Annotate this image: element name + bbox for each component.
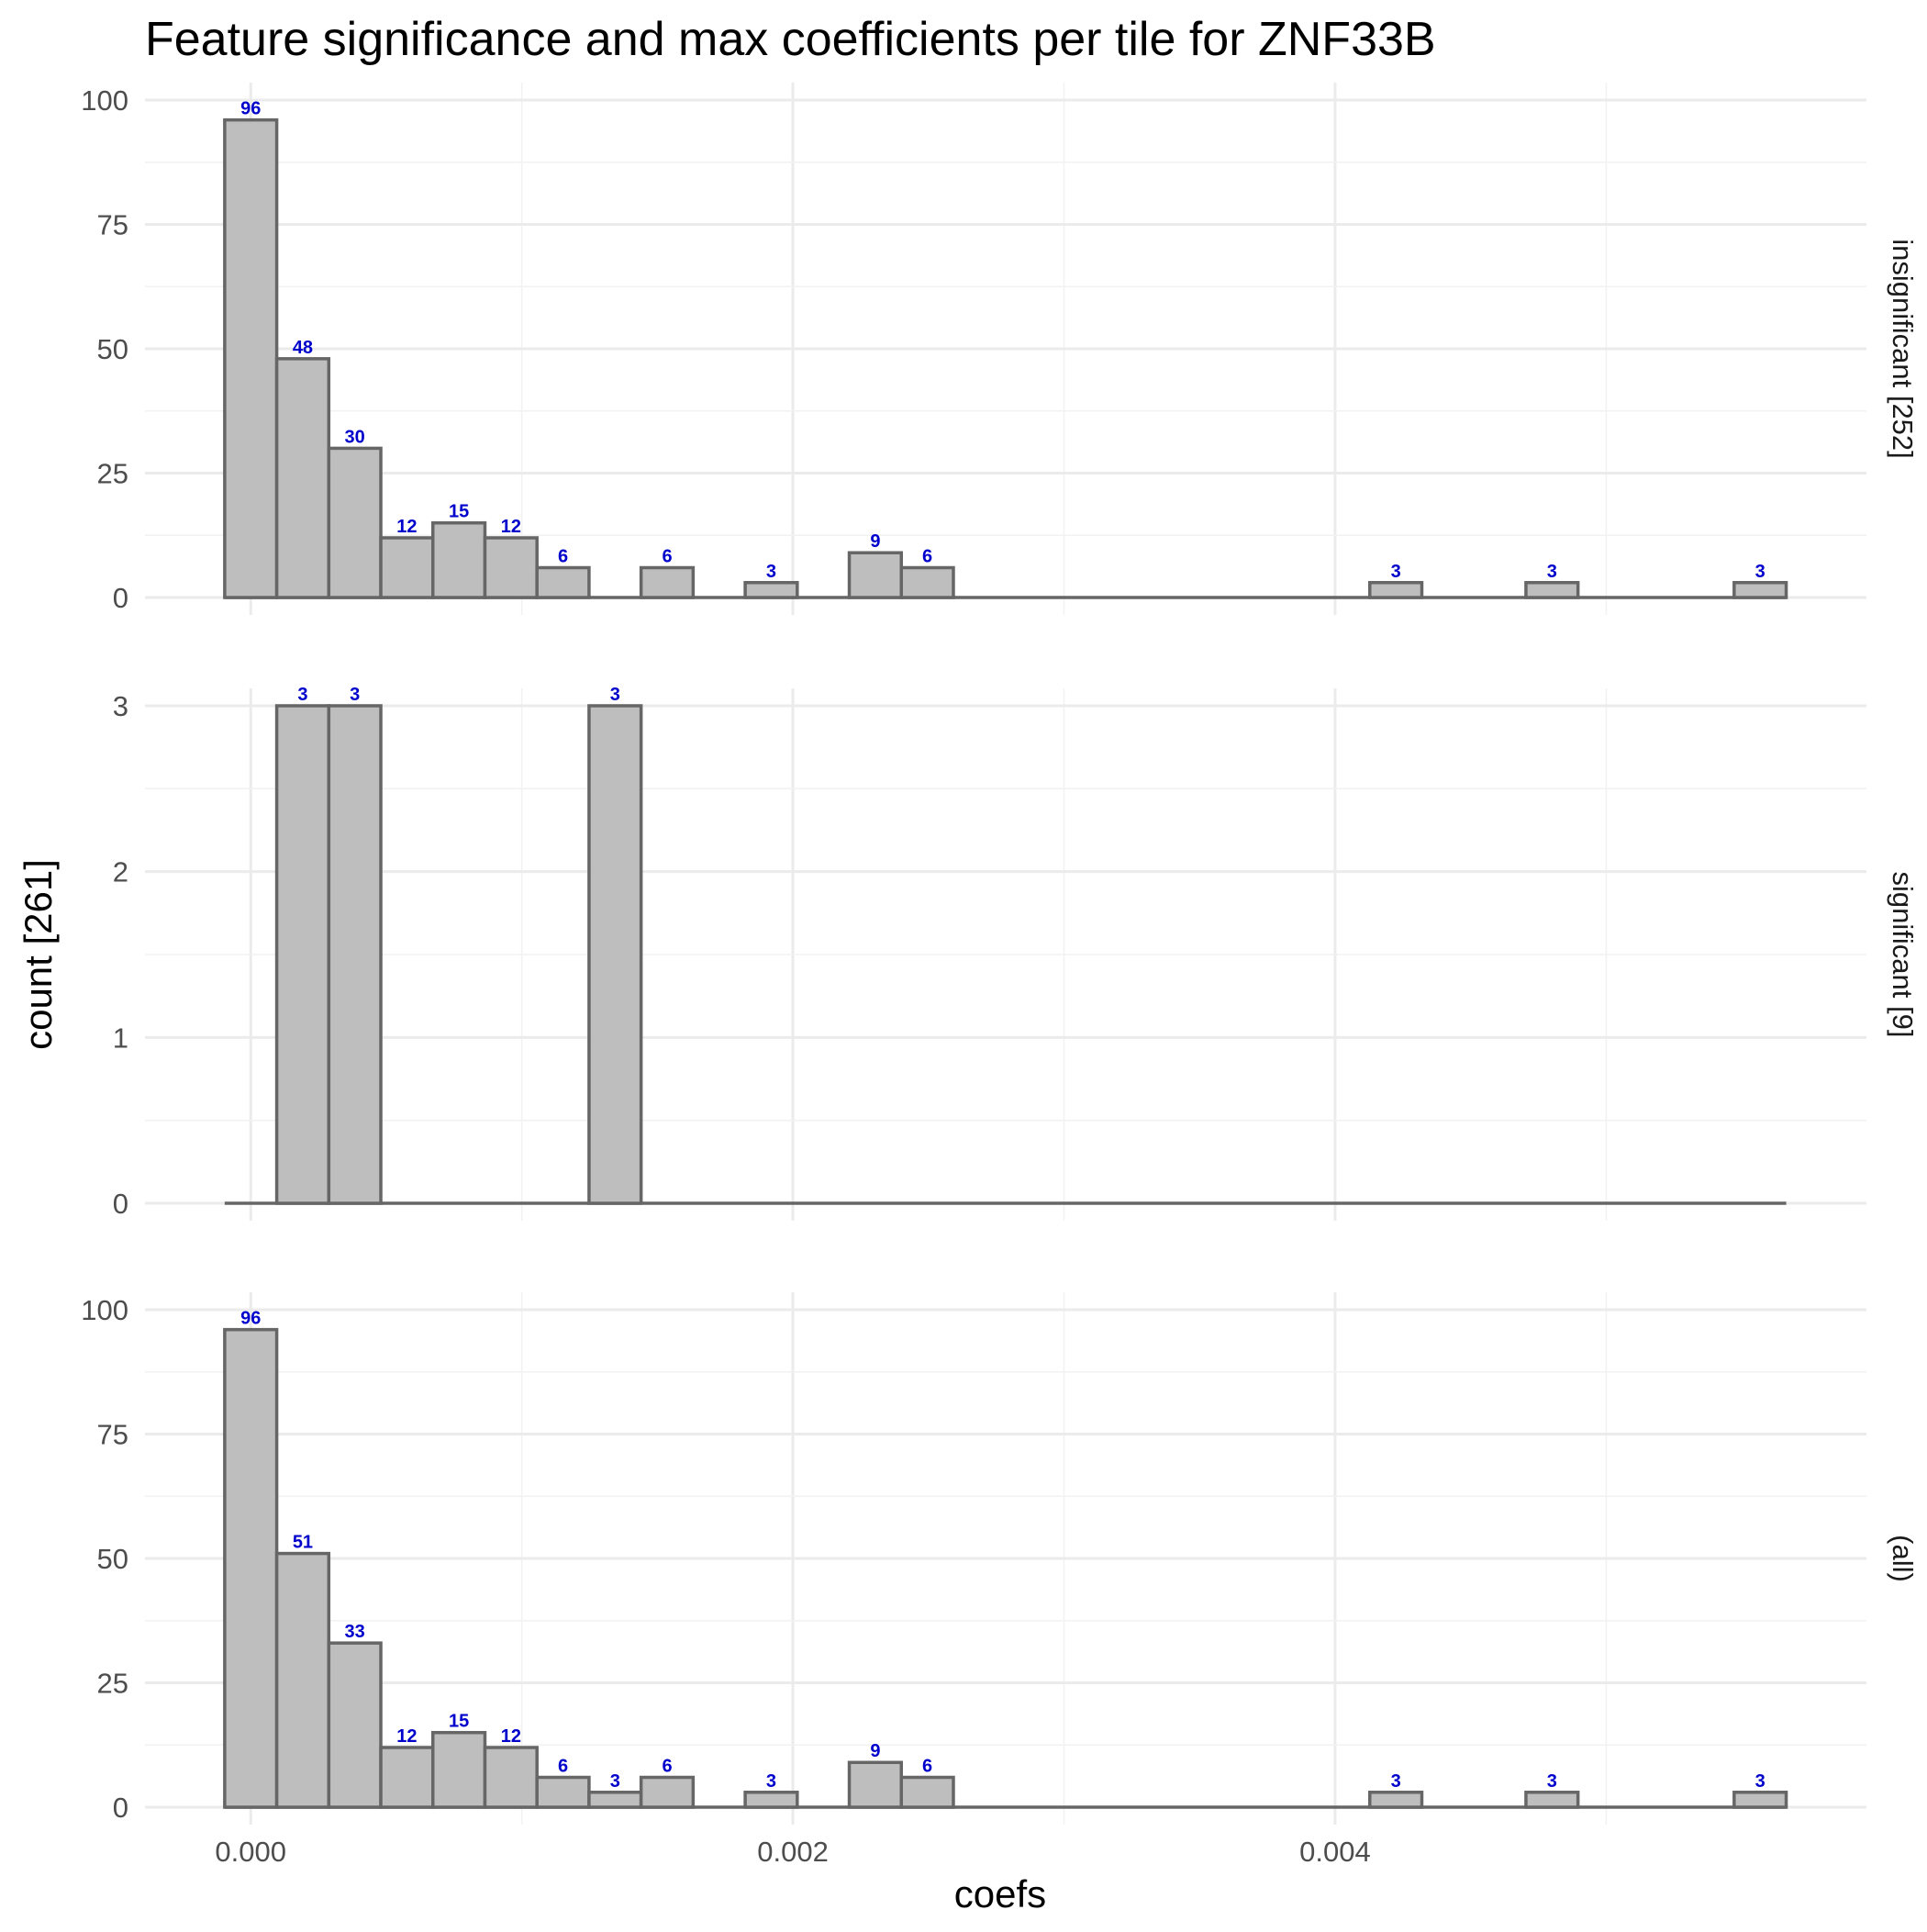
bar-count-label: 3 [1755, 562, 1765, 582]
histogram-bar [1368, 1791, 1424, 1809]
facet-strip-label: insignificant [252] [1887, 239, 1919, 459]
bar-count-label: 12 [501, 1726, 521, 1747]
bar-count-label: 12 [501, 517, 521, 537]
histogram-bar [223, 1327, 279, 1809]
y-tick-label: 3 [113, 690, 128, 722]
facet-strip-label: (all) [1887, 1535, 1919, 1582]
bar-count-label: 6 [558, 547, 568, 567]
histogram-bar [274, 704, 331, 1205]
bar-count-label: 3 [766, 1771, 776, 1792]
bar-count-label: 33 [345, 1622, 365, 1642]
histogram-bar [223, 117, 279, 599]
histogram-bar [639, 1775, 696, 1809]
y-tick-label: 75 [97, 208, 128, 240]
bar-count-label: 3 [350, 685, 360, 705]
histogram-bar [587, 704, 643, 1205]
bar-count-label: 51 [293, 1533, 313, 1553]
histogram-bar [535, 1775, 591, 1809]
bar-count-label: 3 [1391, 1771, 1401, 1792]
facet-panel: 0 1 2 3 3 3 3 significant [9] [113, 685, 1919, 1221]
bar-count-label: 3 [1755, 1771, 1765, 1792]
histogram-bar [1524, 581, 1580, 599]
histogram-bar [1732, 581, 1788, 599]
bar-count-label: 3 [1547, 1771, 1557, 1792]
histogram-bar [743, 581, 799, 599]
histogram-bar [327, 446, 383, 599]
facet-strip-label: significant [9] [1887, 872, 1919, 1038]
bar-count-label: 48 [293, 338, 313, 358]
histogram-bar [327, 704, 383, 1205]
bar-count-label: 3 [1547, 562, 1557, 582]
bar-count-label: 15 [449, 502, 469, 522]
bar-count-label: 6 [558, 1757, 568, 1777]
histogram-bar [743, 1791, 799, 1809]
bar-count-label: 12 [396, 1726, 417, 1747]
histogram-bar [535, 565, 591, 599]
y-tick-label: 100 [81, 1294, 128, 1326]
histogram-bar [483, 536, 539, 599]
histogram-bar [430, 1730, 487, 1809]
bar-count-label: 12 [396, 517, 417, 537]
histogram-bar [899, 1775, 955, 1809]
y-tick-label: 25 [97, 1668, 128, 1700]
y-tick-label: 100 [81, 84, 128, 117]
bar-count-label: 6 [662, 1757, 672, 1777]
bar-count-label: 6 [922, 547, 932, 567]
bar-count-label: 3 [610, 1771, 620, 1792]
histogram-bar [274, 1551, 331, 1809]
x-tick-label: 0.002 [757, 1836, 829, 1868]
chart-title: Feature significance and max coefficient… [145, 13, 1436, 66]
histogram-bar [1368, 581, 1424, 599]
histogram-bar [483, 1746, 539, 1809]
bar-count-label: 6 [662, 547, 672, 567]
bar-count-label: 3 [1391, 562, 1401, 582]
histogram-bar [847, 1760, 904, 1809]
histogram-bar [899, 565, 955, 599]
y-tick-label: 0 [113, 1188, 128, 1220]
histogram-bar [587, 1791, 643, 1809]
histogram-bar [379, 1746, 435, 1809]
x-tick-label: 0.004 [1299, 1836, 1371, 1868]
bar-count-label: 3 [297, 685, 307, 705]
bar-count-label: 6 [922, 1757, 932, 1777]
bar-count-label: 3 [610, 685, 620, 705]
y-tick-label: 75 [97, 1418, 128, 1450]
x-axis: 0.000 0.002 0.004 [215, 1836, 1370, 1868]
y-tick-label: 2 [113, 856, 128, 888]
histogram-bar [639, 565, 696, 599]
x-axis-title: coefs [954, 1872, 1046, 1915]
y-tick-label: 50 [97, 1543, 128, 1575]
bar-count-label: 3 [766, 562, 776, 582]
histogram-bar [274, 357, 331, 599]
y-tick-label: 50 [97, 333, 128, 365]
y-tick-label: 25 [97, 458, 128, 490]
y-tick-label: 0 [113, 1792, 128, 1824]
bar-count-label: 15 [449, 1712, 469, 1732]
histogram-bar [327, 1641, 383, 1809]
bar-count-label: 96 [240, 1309, 261, 1329]
y-tick-label: 0 [113, 582, 128, 614]
bar-count-label: 9 [870, 531, 880, 552]
histogram-bar [1732, 1791, 1788, 1809]
histogram-bar [1524, 1791, 1580, 1809]
bar-count-label: 9 [870, 1741, 880, 1761]
histogram-bar [430, 520, 487, 599]
histogram-bar [379, 536, 435, 599]
y-tick-label: 1 [113, 1022, 128, 1054]
bar-count-label: 96 [240, 99, 261, 119]
bar-count-label: 30 [345, 427, 365, 447]
x-tick-label: 0.000 [215, 1836, 286, 1868]
histogram-bar [847, 551, 904, 599]
y-axis-title: count [261] [17, 859, 60, 1050]
